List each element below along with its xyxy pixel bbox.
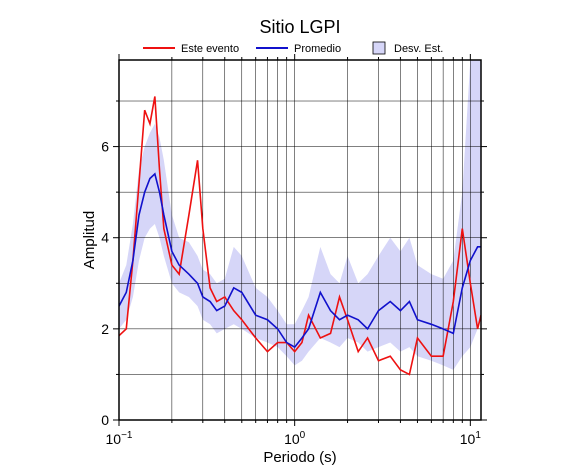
legend-label: Desv. Est. [394,43,443,55]
y-axis-label: Amplitud [81,211,98,269]
plot-frame [118,59,482,421]
series-line [119,96,481,376]
x-tick-label: 101 [460,430,482,447]
legend-swatch [372,41,386,55]
x-tick-exponent: 1 [475,430,481,441]
y-tick-label: 0 [101,412,109,428]
y-tick-label: 2 [101,321,109,337]
y-tick-label: 4 [101,230,109,246]
x-tick-exponent: −1 [121,430,133,441]
x-axis-label: Periodo (s) [263,449,336,466]
x-tick-label: 10−1 [106,430,133,447]
legend-label: Este evento [181,43,239,55]
x-tick-base: 10 [106,431,122,447]
chart-title: Sitio LGPI [259,17,340,37]
legend-label: Promedio [294,43,341,55]
x-tick-label: 100 [284,430,306,447]
y-tick-label: 6 [101,139,109,155]
x-tick-base: 10 [284,431,300,447]
x-tick-exponent: 0 [300,430,306,441]
std-band [119,60,481,370]
series-line [119,172,481,349]
x-tick-base: 10 [460,431,476,447]
